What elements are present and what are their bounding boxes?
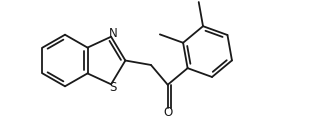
Text: O: O [163,106,172,119]
Text: S: S [109,81,117,94]
Text: N: N [109,27,117,40]
